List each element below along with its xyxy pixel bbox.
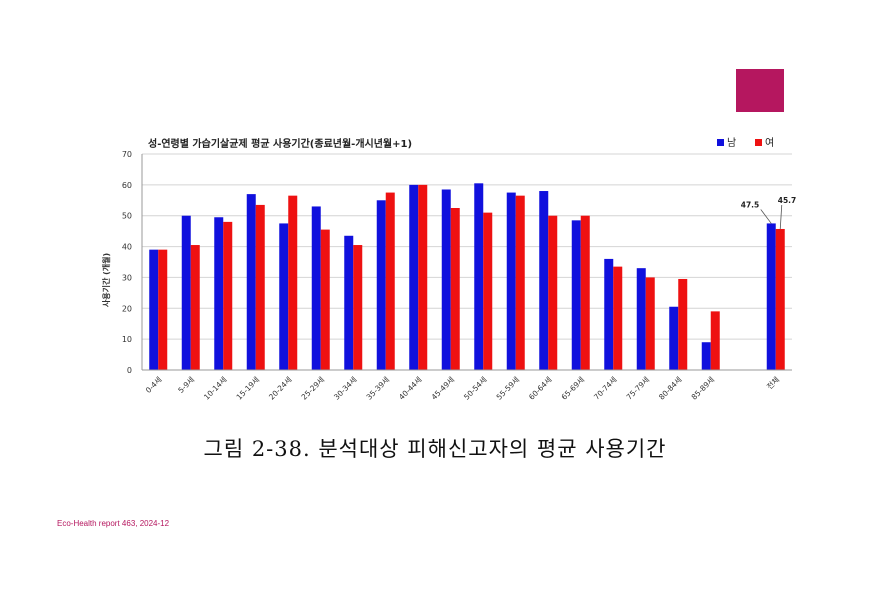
bar-male — [571, 220, 581, 370]
legend-swatch — [717, 139, 724, 146]
y-tick-label: 70 — [122, 150, 132, 159]
bar-female — [418, 184, 428, 370]
bar-female — [678, 278, 688, 370]
y-tick-label: 50 — [122, 212, 132, 221]
bar-male — [214, 217, 224, 370]
axes — [141, 154, 792, 371]
bar-female — [450, 208, 460, 370]
bar-male — [376, 200, 386, 370]
y-tick-label: 0 — [127, 366, 132, 375]
bar-male — [344, 235, 354, 370]
bar-female — [158, 249, 168, 370]
x-tick-labels: 0-4세 5-9세 10-14세 15-19세 20-24세 25-29세 30-34세 35… — [144, 374, 781, 401]
y-axis-label: 사용기간 (개월) — [101, 253, 111, 307]
data-label-leader — [760, 209, 772, 224]
y-tick-labels: 0 10 20 30 40 50 60 70 — [122, 150, 132, 375]
bar-female — [613, 266, 623, 370]
x-tick-label: 70-74세 — [592, 375, 619, 402]
bar-male — [766, 223, 776, 370]
y-tick-label: 30 — [122, 273, 132, 282]
legend-label: 남 — [727, 137, 736, 149]
x-tick-label: 10-14세 — [202, 375, 229, 402]
bar-male — [311, 206, 321, 370]
x-tick-label: 20-24세 — [267, 375, 294, 402]
x-tick-label: 80-84세 — [657, 375, 684, 402]
y-tick-label: 40 — [122, 243, 132, 252]
x-tick-label: 40-44세 — [397, 375, 424, 402]
y-tick-label: 10 — [122, 335, 132, 344]
gridlines — [142, 153, 792, 371]
bar-female — [483, 212, 493, 370]
bar-male — [441, 189, 451, 370]
bar-female — [548, 215, 558, 370]
bar-male — [409, 184, 419, 370]
bar-male — [636, 268, 646, 370]
bar-female — [385, 192, 395, 370]
x-tick-label: 75-79세 — [625, 375, 652, 402]
legend-label: 여 — [765, 137, 774, 149]
chart-title: 성-연령별 가습기살균제 평균 사용기간(종료년월-개시년월+1) — [148, 137, 412, 150]
bar-male — [246, 194, 256, 370]
bar-male — [604, 258, 614, 370]
x-tick-label: 15-19세 — [235, 375, 262, 402]
data-labels: 47.5 45.7 — [741, 196, 797, 230]
x-tick-label: 5-9세 — [176, 375, 196, 395]
x-tick-label: 50-54세 — [462, 375, 489, 402]
bar-male — [474, 183, 484, 370]
bars — [149, 183, 785, 370]
x-tick-label: 전체 — [764, 374, 781, 391]
x-tick-label: 45-49세 — [430, 375, 457, 402]
bar-female — [190, 245, 200, 370]
x-tick-label: 55-59세 — [495, 375, 522, 402]
y-tick-label: 60 — [122, 181, 132, 190]
bar-male — [181, 215, 191, 370]
data-label-leader — [779, 204, 783, 230]
y-tick-label: 20 — [122, 304, 132, 313]
x-tick-label: 65-69세 — [560, 375, 587, 402]
bar-male — [539, 191, 549, 370]
bar-male — [149, 249, 159, 370]
x-tick-label: 35-39세 — [365, 375, 392, 402]
bar-female — [320, 229, 330, 370]
bar-female — [288, 195, 298, 370]
bar-female — [223, 221, 233, 370]
x-tick-label: 25-29세 — [300, 375, 327, 402]
bar-female — [580, 215, 590, 370]
data-label: 47.5 — [741, 200, 760, 209]
bar-female — [353, 245, 363, 370]
legend-swatch — [755, 139, 762, 146]
bar-female — [255, 204, 265, 370]
bar-male — [506, 192, 516, 370]
x-tick-label: 30-34세 — [332, 375, 359, 402]
x-tick-label: 0-4세 — [144, 375, 164, 395]
x-tick-label: 85-89세 — [690, 375, 717, 402]
accent-square — [736, 69, 784, 112]
bar-female — [710, 311, 720, 370]
bar-male — [701, 342, 711, 370]
x-tick-label: 60-64세 — [527, 375, 554, 402]
bar-female — [775, 228, 785, 370]
bar-female — [645, 277, 655, 370]
bar-female — [515, 195, 525, 370]
bar-male — [669, 306, 679, 370]
figure-caption: 그림 2-38. 분석대상 피해신고자의 평균 사용기간 — [203, 437, 667, 461]
bar-male — [279, 223, 289, 370]
data-label: 45.7 — [778, 196, 797, 205]
footer-text: Eco-Health report 463, 2024-12 — [57, 519, 170, 528]
